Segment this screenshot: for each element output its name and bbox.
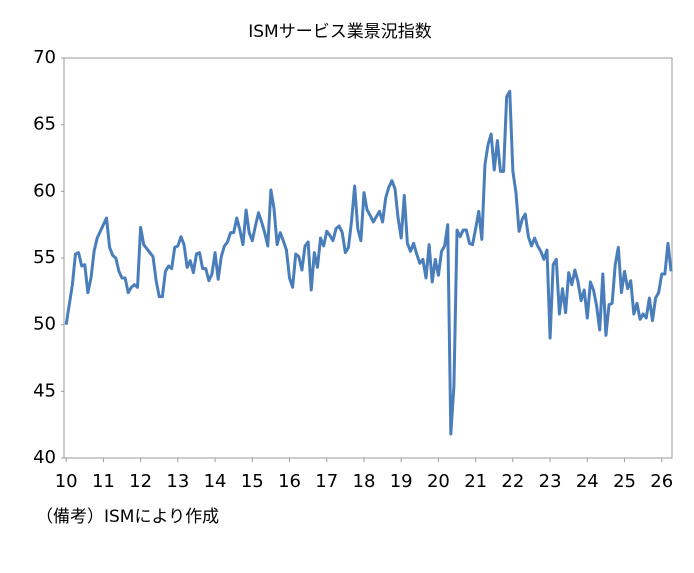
x-tick-label: 15 [241,471,264,492]
y-tick-label: 45 [33,380,56,401]
y-tick-label: 70 [33,47,56,68]
x-tick-label: 26 [650,471,673,492]
x-tick-label: 18 [353,471,376,492]
chart-title: ISMサービス業景況指数 [248,22,431,42]
x-tick-label: 24 [576,471,599,492]
x-tick-label: 17 [315,471,338,492]
x-tick-label: 11 [92,471,115,492]
x-tick-label: 23 [539,471,562,492]
x-tick-label: 19 [390,471,413,492]
y-tick-label: 55 [33,247,56,268]
x-tick-label: 25 [613,471,636,492]
x-tick-label: 14 [204,471,227,492]
x-tick-label: 21 [464,471,487,492]
plot-frame [63,57,673,459]
x-tick-label: 22 [501,471,524,492]
x-tick-label: 12 [129,471,152,492]
line [64,89,673,436]
x-tick-label: 20 [427,471,450,492]
x-tick-label: 16 [278,471,301,492]
x-tick-label: 10 [55,471,78,492]
y-tick-label: 60 [33,180,56,201]
y-tick-label: 40 [33,447,56,468]
x-tick-label: 13 [166,471,189,492]
y-tick-label: 50 [33,314,56,335]
note: （備考）ISMにより作成 [36,507,219,527]
y-tick-label: 65 [33,114,56,135]
